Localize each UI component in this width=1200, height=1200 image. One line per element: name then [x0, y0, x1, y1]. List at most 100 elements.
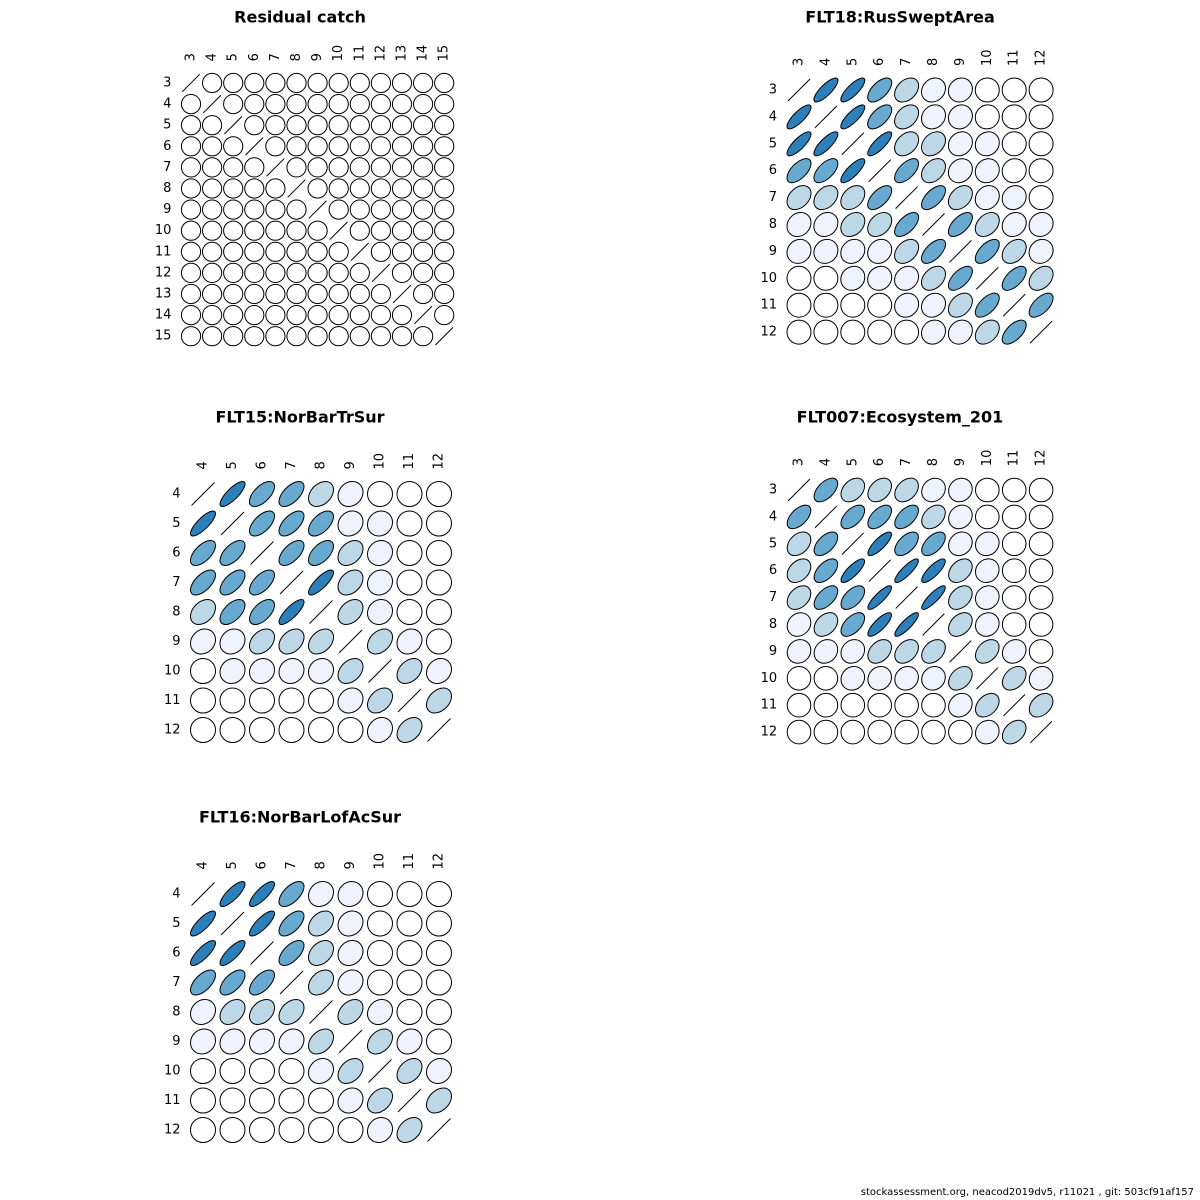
- correlation-ellipse: [434, 72, 455, 94]
- correlation-ellipse: [396, 481, 423, 507]
- correlation-ellipse: [337, 598, 364, 625]
- correlation-ellipse: [307, 157, 328, 178]
- correlation-ellipse: [840, 585, 866, 610]
- correlation-ellipse: [1001, 558, 1027, 584]
- correlation-ellipse: [349, 326, 370, 347]
- correlation-ellipse: [1028, 639, 1054, 664]
- correlation-ellipse: [391, 305, 413, 326]
- correlation-ellipse: [391, 115, 413, 136]
- row-label: 9: [172, 634, 180, 649]
- panel-title: FLT18:RusSweptArea: [805, 8, 994, 27]
- correlation-ellipse: [307, 262, 328, 283]
- correlation-ellipse: [367, 1117, 394, 1144]
- correlation-ellipse: [786, 612, 812, 637]
- panel-title: FLT15:NorBarTrSur: [215, 408, 384, 427]
- correlation-ellipse: [328, 115, 349, 136]
- correlation-ellipse: [190, 687, 216, 714]
- correlation-ellipse: [249, 1058, 275, 1084]
- row-label: 7: [172, 975, 180, 990]
- panel-4: FLT007:Ecosystem_201 3 4 5 6 7 8 9 10 11 12 3 4 5 6 7 8 9…: [761, 408, 1054, 745]
- correlation-ellipse: [265, 72, 286, 94]
- correlation-ellipse: [434, 262, 455, 283]
- row-label: 10: [164, 1064, 181, 1079]
- correlation-ellipse: [786, 585, 812, 610]
- correlation-ellipse: [396, 1028, 423, 1055]
- correlation-ellipse: [223, 94, 244, 115]
- correlation-ellipse: [1001, 131, 1027, 157]
- correlation-ellipse: [219, 969, 246, 996]
- correlation-ellipse: [180, 241, 202, 262]
- row-label: 12: [760, 325, 777, 340]
- correlation-ellipse: [349, 262, 370, 283]
- correlation-ellipse: [947, 158, 973, 184]
- diagonal-mark: [266, 158, 285, 177]
- correlation-ellipse: [974, 185, 1000, 211]
- row-label: 6: [172, 946, 180, 961]
- correlation-ellipse: [367, 717, 394, 744]
- diagonal-mark: [922, 613, 945, 636]
- correlation-ellipse: [337, 910, 364, 937]
- diagonal-mark: [976, 667, 999, 690]
- correlation-ellipse: [201, 305, 223, 326]
- correlation-ellipse: [1028, 185, 1054, 211]
- correlation-ellipse: [426, 687, 453, 714]
- correlation-ellipse: [219, 717, 246, 743]
- correlation-ellipse: [975, 504, 1000, 530]
- correlation-ellipse: [948, 612, 973, 637]
- row-label: 9: [769, 644, 777, 659]
- correlation-ellipse: [894, 77, 920, 103]
- correlation-ellipse: [920, 265, 946, 291]
- correlation-ellipse: [840, 558, 866, 584]
- correlation-ellipse: [426, 999, 452, 1025]
- correlation-ellipse: [840, 477, 866, 503]
- correlation-ellipse: [180, 220, 202, 241]
- column-label: 11: [1007, 450, 1022, 467]
- correlation-ellipse: [337, 480, 364, 507]
- column-label: 6: [872, 58, 887, 66]
- correlation-ellipse: [948, 558, 973, 584]
- correlation-ellipse: [920, 131, 946, 157]
- correlation-ellipse: [426, 599, 452, 625]
- column-label: 5: [225, 861, 240, 869]
- correlation-ellipse: [265, 136, 286, 157]
- correlation-ellipse: [1001, 531, 1027, 557]
- correlation-ellipse: [975, 558, 1000, 583]
- row-label: 8: [172, 1005, 180, 1020]
- correlation-ellipse: [201, 199, 223, 220]
- panel-2: FLT18:RusSweptArea 3 4 5 6 7 8 9 10 11 12 3 4 5 6 7 8 9 10…: [760, 8, 1054, 345]
- correlation-ellipse: [974, 212, 1000, 238]
- correlation-ellipse: [1028, 504, 1054, 530]
- correlation-ellipse: [786, 158, 812, 184]
- correlation-ellipse: [219, 539, 246, 566]
- correlation-ellipse: [180, 115, 202, 136]
- correlation-ellipse: [286, 115, 307, 136]
- correlation-ellipse: [867, 212, 893, 238]
- correlation-ellipse: [974, 292, 1000, 318]
- diagonal-mark: [338, 629, 363, 654]
- row-label: 5: [172, 916, 180, 931]
- row-label: 3: [769, 483, 777, 498]
- correlation-ellipse: [367, 881, 393, 907]
- column-label: 12: [1034, 450, 1049, 467]
- column-label: 6: [255, 861, 270, 869]
- correlation-ellipse: [867, 719, 893, 745]
- diagonal-mark: [1002, 693, 1026, 717]
- correlation-ellipse: [278, 717, 305, 743]
- column-label: 7: [899, 458, 914, 466]
- correlation-ellipse: [391, 199, 413, 220]
- correlation-ellipse: [786, 265, 812, 291]
- column-label: 12: [1034, 49, 1049, 66]
- correlation-ellipse: [434, 136, 455, 157]
- correlation-ellipse: [1028, 104, 1054, 130]
- correlation-ellipse: [286, 220, 307, 241]
- correlation-ellipse: [370, 157, 391, 178]
- column-label: 5: [845, 458, 860, 466]
- correlation-ellipse: [307, 241, 328, 262]
- correlation-ellipse: [426, 658, 453, 685]
- row-label: 4: [163, 97, 171, 112]
- correlation-ellipse: [813, 131, 839, 157]
- column-label: 7: [899, 58, 914, 66]
- column-label: 7: [284, 461, 299, 469]
- correlation-ellipse: [349, 305, 370, 326]
